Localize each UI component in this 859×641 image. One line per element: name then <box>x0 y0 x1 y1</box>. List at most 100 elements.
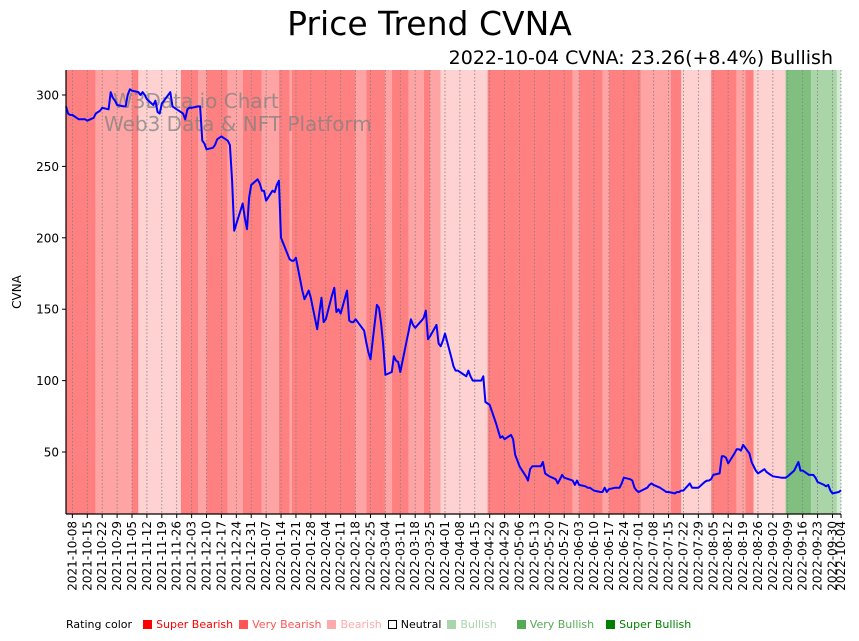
x-tick-label: 2022-04-15 <box>468 521 482 591</box>
rating-band <box>227 70 243 514</box>
x-tick-label: 2022-05-27 <box>557 521 571 591</box>
legend-item-super-bearish: Super Bearish <box>143 618 233 631</box>
legend-label: Rating color <box>66 618 133 631</box>
legend-swatch <box>447 620 457 629</box>
x-tick-label: 2021-10-22 <box>95 521 109 591</box>
rating-band <box>811 70 837 514</box>
y-tick-label: 250 <box>36 160 59 174</box>
x-tick-label: 2022-07-08 <box>647 521 661 591</box>
x-tick-label: 2022-05-13 <box>527 521 541 591</box>
x-tick-label: 2022-05-06 <box>513 521 527 591</box>
price-line <box>65 88 842 495</box>
x-tick-label: 2022-09-23 <box>811 521 825 591</box>
y-tick-label: 150 <box>36 303 59 317</box>
x-tick-label: 2022-01-21 <box>289 521 303 591</box>
rating-band <box>440 70 488 514</box>
x-axis-ticks: 2021-10-08 2021-10-15 2021-10-22 2021-10-29… <box>65 514 848 591</box>
rating-band <box>66 70 96 514</box>
x-tick-label: 2022-04-01 <box>438 521 452 591</box>
x-tick-label: 2021-12-03 <box>185 521 199 591</box>
legend-swatch <box>327 620 337 629</box>
legend-item-neutral: Neutral <box>387 618 442 631</box>
rating-band <box>736 70 746 514</box>
x-tick-label: 2022-01-28 <box>304 521 318 591</box>
x-tick-label: 2022-02-11 <box>334 521 348 591</box>
x-tick-label: 2022-01-07 <box>259 521 273 591</box>
legend-label-text: Bullish <box>460 618 497 631</box>
legend-label-text: Very Bullish <box>529 618 595 631</box>
x-tick-label: 2022-08-05 <box>706 521 720 591</box>
rating-band <box>681 70 712 514</box>
rating-band <box>198 70 207 514</box>
vertical-grid <box>71 70 842 514</box>
rating-band <box>487 70 573 514</box>
x-tick-label: 2022-02-04 <box>319 521 333 591</box>
legend-label-text: Very Bearish <box>252 618 322 631</box>
x-tick-label: 2022-09-16 <box>796 521 810 591</box>
rating-band <box>753 70 786 514</box>
legend-item-super-bullish: Super Bullish <box>606 618 691 631</box>
axes <box>65 70 841 515</box>
legend-swatch <box>387 620 397 629</box>
rating-band <box>785 70 812 514</box>
x-tick-label: 2022-10-04 <box>834 521 848 591</box>
rating-band <box>602 70 609 514</box>
x-tick-label: 2021-11-26 <box>170 521 184 591</box>
rating-band <box>132 70 139 514</box>
legend-item-bullish: Bullish <box>447 618 497 631</box>
legend-swatch <box>239 620 249 629</box>
x-tick-label: 2022-06-17 <box>602 521 616 591</box>
x-tick-label: 2021-11-12 <box>140 521 154 591</box>
x-tick-label: 2022-03-11 <box>393 521 407 591</box>
rating-band <box>608 70 641 514</box>
x-tick-label: 2021-12-31 <box>244 521 258 591</box>
chart-title: Price Trend CVNA <box>287 4 572 43</box>
x-tick-label: 2022-05-20 <box>542 521 556 591</box>
x-tick-label: 2021-11-05 <box>125 521 139 591</box>
x-tick-label: 2022-07-01 <box>632 521 646 591</box>
x-tick-label: 2022-02-18 <box>349 521 363 591</box>
x-tick-label: 2022-04-08 <box>453 521 467 591</box>
x-tick-label: 2021-10-15 <box>80 521 94 591</box>
x-tick-label: 2022-09-09 <box>781 521 795 591</box>
y-axis-ticks: 50 100 150 200 250 300 <box>36 88 66 460</box>
legend-item-very-bearish: Very Bearish <box>239 618 321 631</box>
legend-swatch <box>143 620 153 629</box>
x-tick-label: 2022-02-25 <box>363 521 377 591</box>
rating-band <box>711 70 737 514</box>
legend-label-text: Super Bearish <box>156 618 234 631</box>
rating-band <box>670 70 682 514</box>
x-tick-label: 2022-07-22 <box>676 521 690 591</box>
x-tick-label: 2022-07-29 <box>691 521 705 591</box>
legend-item-very-bullish: Very Bullish <box>516 618 595 631</box>
rating-band <box>430 70 441 514</box>
y-axis-label: CVNA <box>10 274 24 309</box>
rating-band <box>640 70 671 514</box>
x-tick-label: 2022-03-18 <box>408 521 422 591</box>
rating-band <box>366 70 386 514</box>
y-tick-label: 100 <box>36 374 59 388</box>
rating-band <box>289 70 292 514</box>
rating-band <box>355 70 367 514</box>
x-tick-label: 2022-01-14 <box>274 521 288 591</box>
rating-band <box>572 70 580 514</box>
legend-item-bearish: Bearish <box>327 618 382 631</box>
x-tick-label: 2022-08-12 <box>721 521 735 591</box>
rating-band <box>385 70 392 514</box>
rating-band <box>95 70 133 514</box>
rating-band <box>745 70 754 514</box>
rating-band <box>242 70 262 514</box>
rating-band <box>206 70 228 514</box>
watermark-line-2: Web3 Data & NFT Platform <box>104 112 372 136</box>
rating-bands <box>66 70 841 514</box>
x-tick-label: 2021-12-24 <box>229 521 243 591</box>
x-tick-label: 2021-12-10 <box>200 521 214 591</box>
rating-band <box>261 70 279 514</box>
x-tick-label: 2022-09-30 <box>825 521 839 591</box>
rating-band <box>408 70 424 514</box>
chart-subtitle: 2022-10-04 CVNA: 23.26(+8.4%) Bullish <box>448 47 833 69</box>
watermark: W3Data.io Chart Web3 Data & NFT Platform <box>104 89 372 136</box>
legend-label-text: Neutral <box>400 618 442 631</box>
legend-label-text: Bearish <box>340 618 382 631</box>
